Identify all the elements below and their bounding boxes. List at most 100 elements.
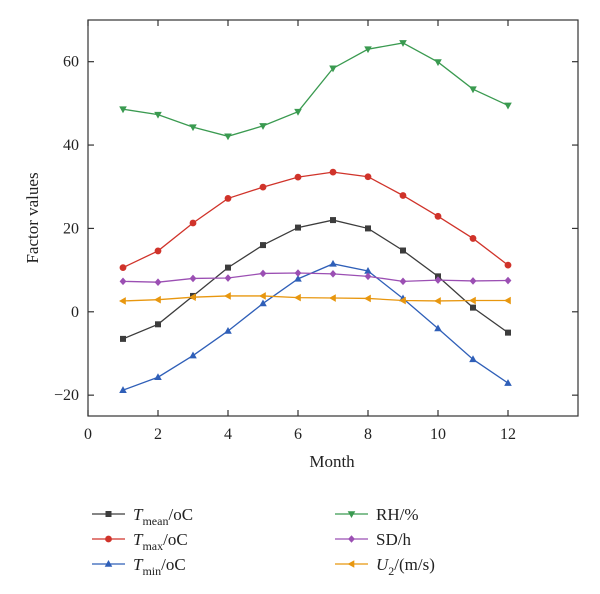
data-point — [120, 335, 126, 342]
data-point — [119, 106, 127, 114]
legend-label: RH/% — [376, 505, 419, 524]
series-2 — [119, 259, 512, 393]
legend-label-tail: /oC — [163, 530, 188, 549]
legend-label-main: U — [376, 555, 390, 574]
legend-label-main: T — [133, 530, 144, 549]
legend-label-sub: max — [142, 539, 163, 553]
data-point — [259, 299, 267, 307]
legend-item: Tmax/oC — [92, 530, 188, 553]
data-point — [330, 217, 336, 224]
data-point — [400, 247, 406, 254]
data-point — [505, 329, 511, 336]
data-point — [189, 124, 197, 132]
data-point — [155, 321, 161, 328]
data-point — [329, 168, 337, 176]
legend-swatch-marker — [347, 511, 356, 518]
data-point — [329, 259, 337, 267]
series-5 — [119, 292, 511, 305]
legend-item: U2/(m/s) — [335, 555, 435, 578]
data-point — [469, 355, 477, 363]
data-point — [504, 102, 512, 110]
legend-label-main: T — [133, 555, 144, 574]
data-point — [504, 379, 512, 386]
data-point — [154, 373, 162, 381]
data-point — [119, 264, 127, 272]
data-point — [469, 277, 477, 285]
x-axis-title: Month — [309, 452, 355, 471]
series-4 — [119, 269, 512, 286]
data-point — [224, 274, 232, 282]
data-point — [399, 40, 407, 47]
data-point — [259, 269, 267, 278]
data-point — [504, 276, 512, 285]
data-point — [470, 304, 476, 311]
y-tick-label: 20 — [63, 220, 79, 237]
series-line — [122, 171, 509, 269]
legend-label-tail: /oC — [161, 555, 186, 574]
data-point — [329, 294, 336, 302]
data-point — [294, 173, 302, 181]
x-tick-label: 4 — [224, 426, 232, 443]
y-tick-label: 60 — [63, 54, 79, 71]
axes: 0 2 4 6 8 10 12 −20 0 20 40 60 Month Factor values — [23, 19, 579, 471]
legend-swatch-marker — [348, 535, 355, 543]
data-point — [469, 296, 476, 305]
data-point — [154, 247, 162, 255]
data-point — [434, 212, 442, 220]
data-point — [224, 195, 232, 202]
data-point — [294, 274, 302, 282]
data-point — [189, 351, 197, 359]
data-point — [154, 278, 162, 286]
data-point — [189, 274, 197, 283]
data-point — [294, 108, 302, 116]
x-tick-label: 8 — [364, 426, 372, 443]
legend-label: Tmax/oC — [133, 530, 188, 553]
data-point — [399, 192, 407, 199]
data-point — [364, 272, 372, 281]
x-tick-label: 6 — [294, 426, 302, 443]
data-point — [224, 292, 231, 300]
data-point — [294, 293, 301, 302]
data-point — [434, 276, 442, 284]
y-tick-label: 0 — [71, 304, 79, 321]
series-3 — [119, 40, 512, 141]
legend-item: Tmin/oC — [92, 555, 186, 578]
data-point — [259, 123, 267, 130]
data-point — [364, 266, 372, 274]
series-line — [122, 219, 509, 340]
data-point — [189, 219, 197, 227]
legend-label-tail: /(m/s) — [394, 555, 435, 574]
series-line — [122, 272, 509, 283]
y-tick-label: 40 — [63, 137, 79, 154]
legend-label-sub: 2 — [388, 564, 394, 578]
legend-item: Tmean/oC — [92, 505, 193, 528]
x-tick-label: 12 — [500, 426, 516, 443]
data-point — [364, 294, 371, 303]
data-point — [224, 133, 232, 141]
legend-label: U2/(m/s) — [376, 555, 435, 578]
data-point — [154, 111, 162, 119]
legend-label: Tmin/oC — [133, 555, 186, 578]
series-line — [122, 42, 509, 137]
data-point — [504, 296, 511, 305]
series-line — [122, 263, 509, 391]
x-tick-label: 2 — [154, 426, 162, 443]
data-point — [119, 386, 127, 393]
data-point — [119, 297, 126, 305]
plot-frame — [87, 19, 579, 417]
data-point — [364, 46, 372, 54]
series-line — [122, 295, 508, 302]
data-point — [260, 242, 266, 249]
data-point — [364, 173, 372, 181]
legend-label-sub: mean — [142, 514, 168, 528]
legend-label-main: T — [133, 505, 144, 524]
plot-area — [119, 40, 512, 393]
data-point — [399, 277, 407, 286]
y-tick-label: −20 — [54, 387, 79, 404]
data-point — [399, 296, 406, 305]
legend-label-tail: /oC — [168, 505, 193, 524]
data-point — [329, 65, 337, 73]
data-point — [329, 270, 337, 278]
legend-label: Tmean/oC — [133, 505, 193, 528]
